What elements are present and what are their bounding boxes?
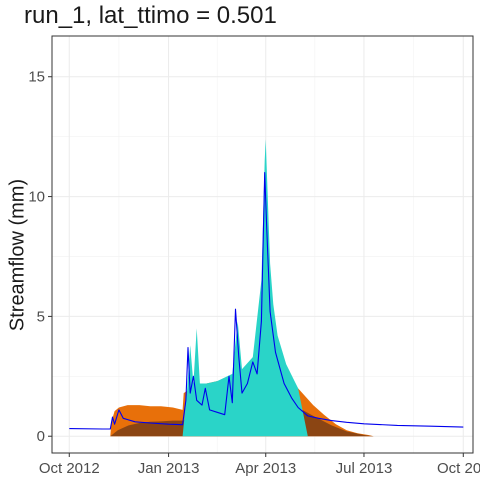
x-tick-label: Jul 2013 [336, 460, 393, 477]
y-tick-label: 5 [37, 308, 45, 325]
grid-layer [52, 36, 473, 453]
y-tick-label: 15 [28, 69, 45, 86]
y-tick-label: 0 [37, 428, 45, 445]
x-tick-label: Apr 2013 [235, 460, 296, 477]
line-series-4 [69, 172, 464, 430]
x-tick-label: Oct 201 [437, 460, 480, 477]
y-tick-label: 10 [28, 189, 45, 206]
area-series-3 [182, 139, 308, 437]
x-tick-label: Oct 2012 [39, 460, 100, 477]
plot-border [51, 35, 474, 454]
axis-layer: 0 5 10 15 Oct 2012 Jan 2013 Apr 2013 Jul 2013 Oc… [28, 69, 480, 477]
x-tick-label: Jan 2013 [138, 460, 200, 477]
series-layer [69, 139, 464, 437]
chart-title: run_1, lat_ttimo = 0.501 [24, 2, 277, 29]
